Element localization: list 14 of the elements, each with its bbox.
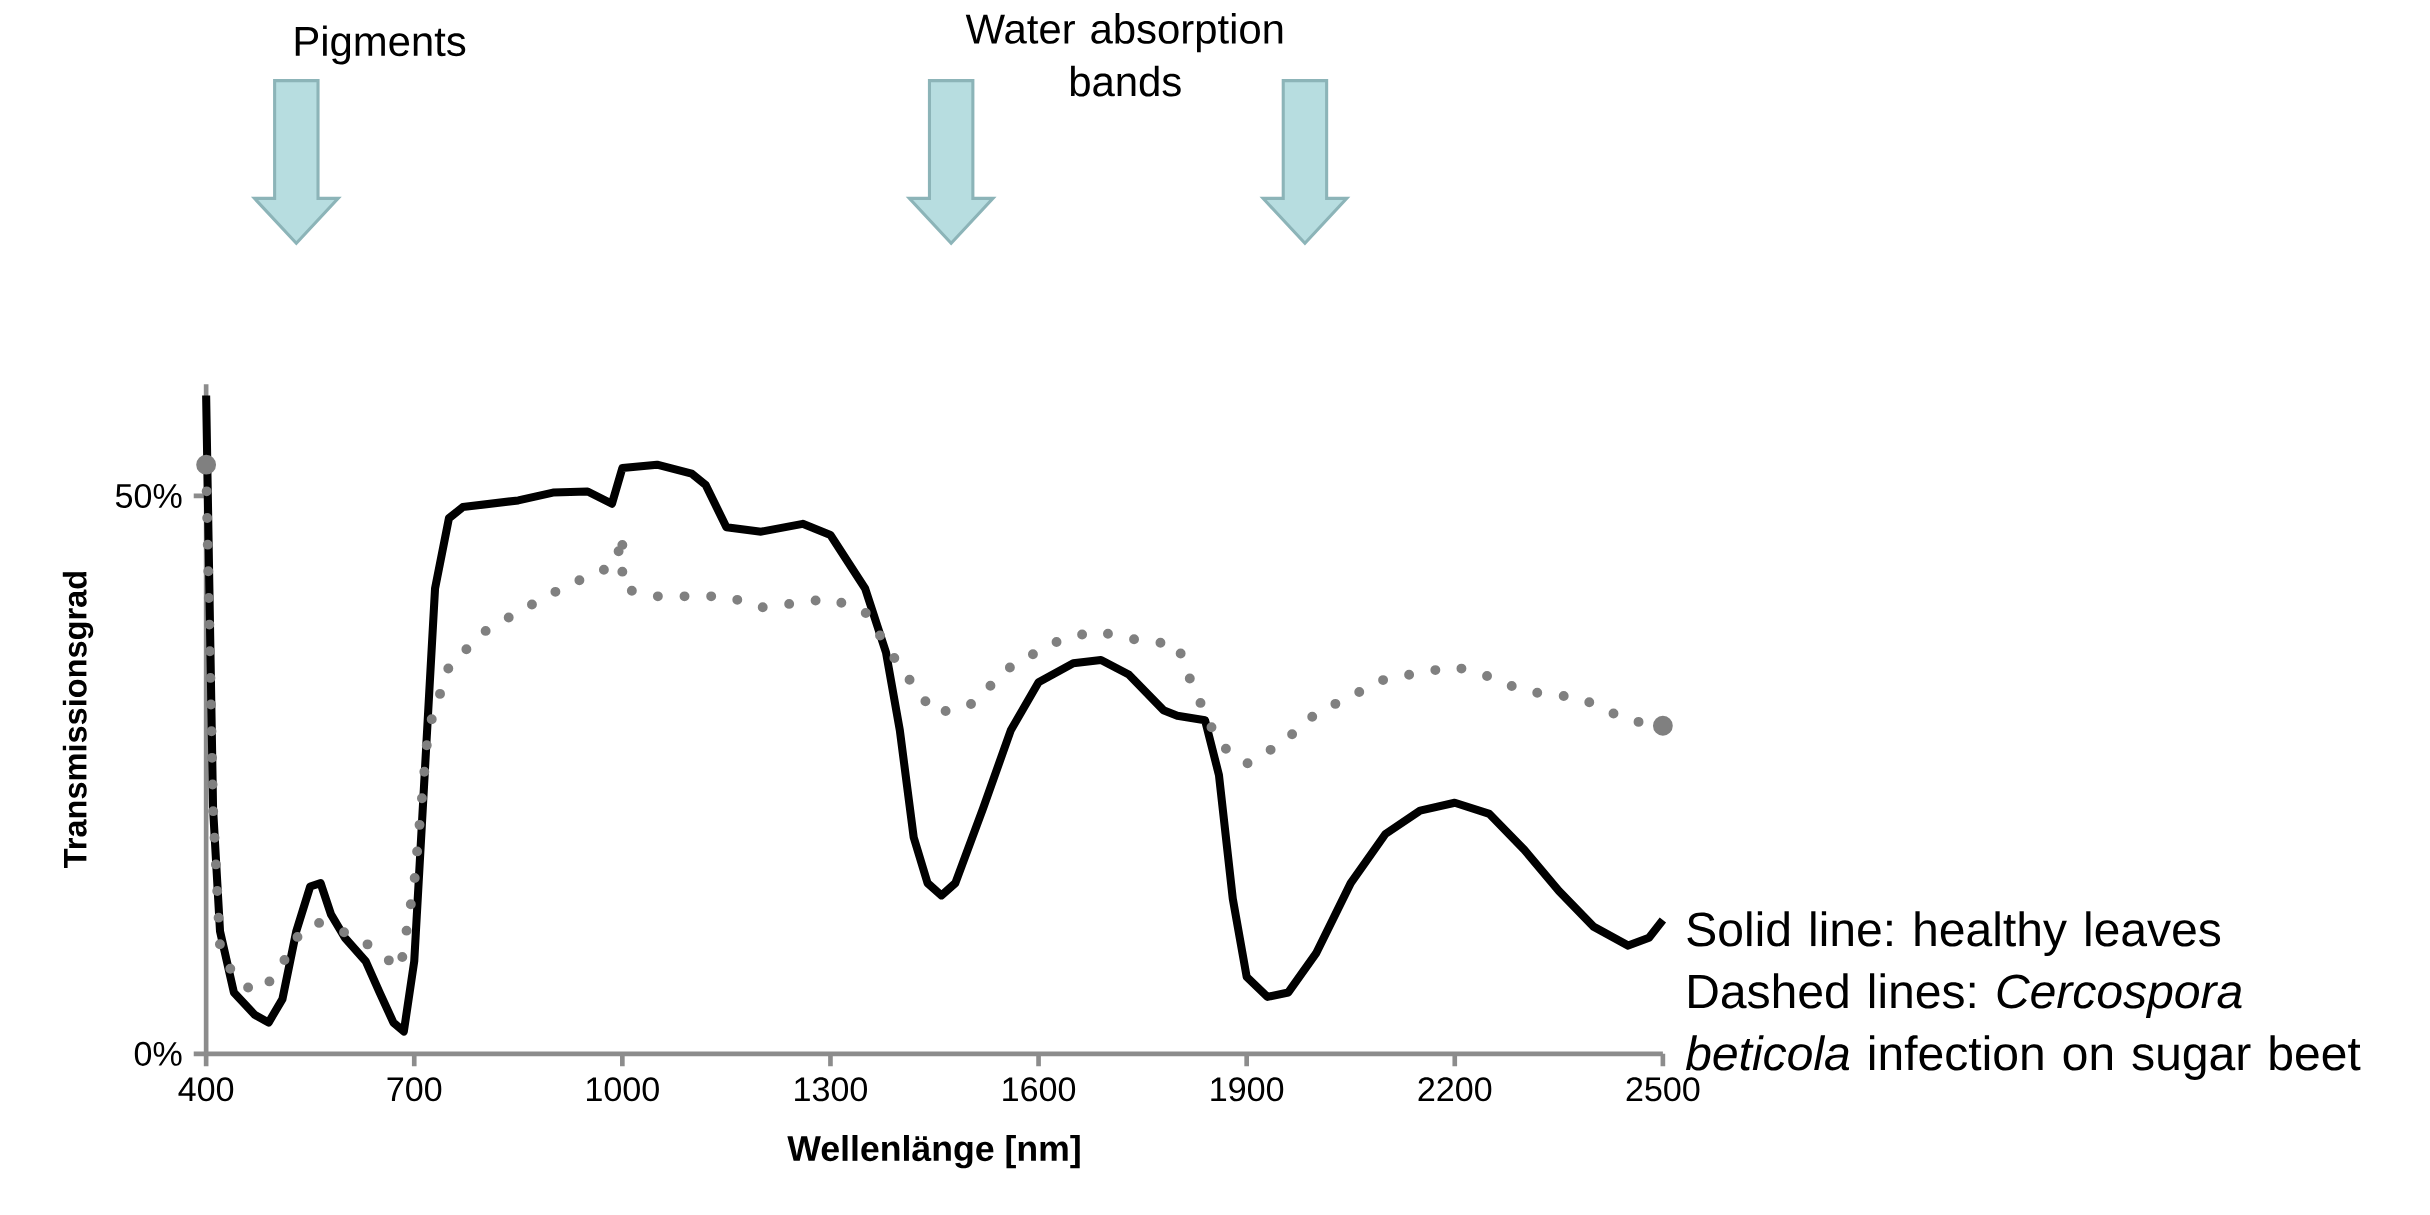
y-axis-title: Transmissionsgrad xyxy=(62,572,94,868)
y-tick-label: 0% xyxy=(134,1041,182,1066)
x-tick-label: 1600 xyxy=(1003,1077,1076,1102)
x-tick-label: 700 xyxy=(387,1077,442,1102)
text: Solid line: healthy leaves xyxy=(1687,911,2221,957)
x-tick-label: 2200 xyxy=(1418,1077,1492,1102)
x-tick-label: 400 xyxy=(178,1077,234,1102)
text: Water absorption bands xyxy=(965,13,1283,97)
x-tick-label: 1900 xyxy=(1211,1077,1284,1102)
x-tick-label: 1300 xyxy=(795,1077,867,1102)
x-axis-title: Wellenlänge [nm] xyxy=(787,1135,1080,1169)
text: Pigments xyxy=(295,25,466,65)
x-tick-label: 1000 xyxy=(587,1077,659,1102)
y-tick-label: 50% xyxy=(115,483,182,509)
